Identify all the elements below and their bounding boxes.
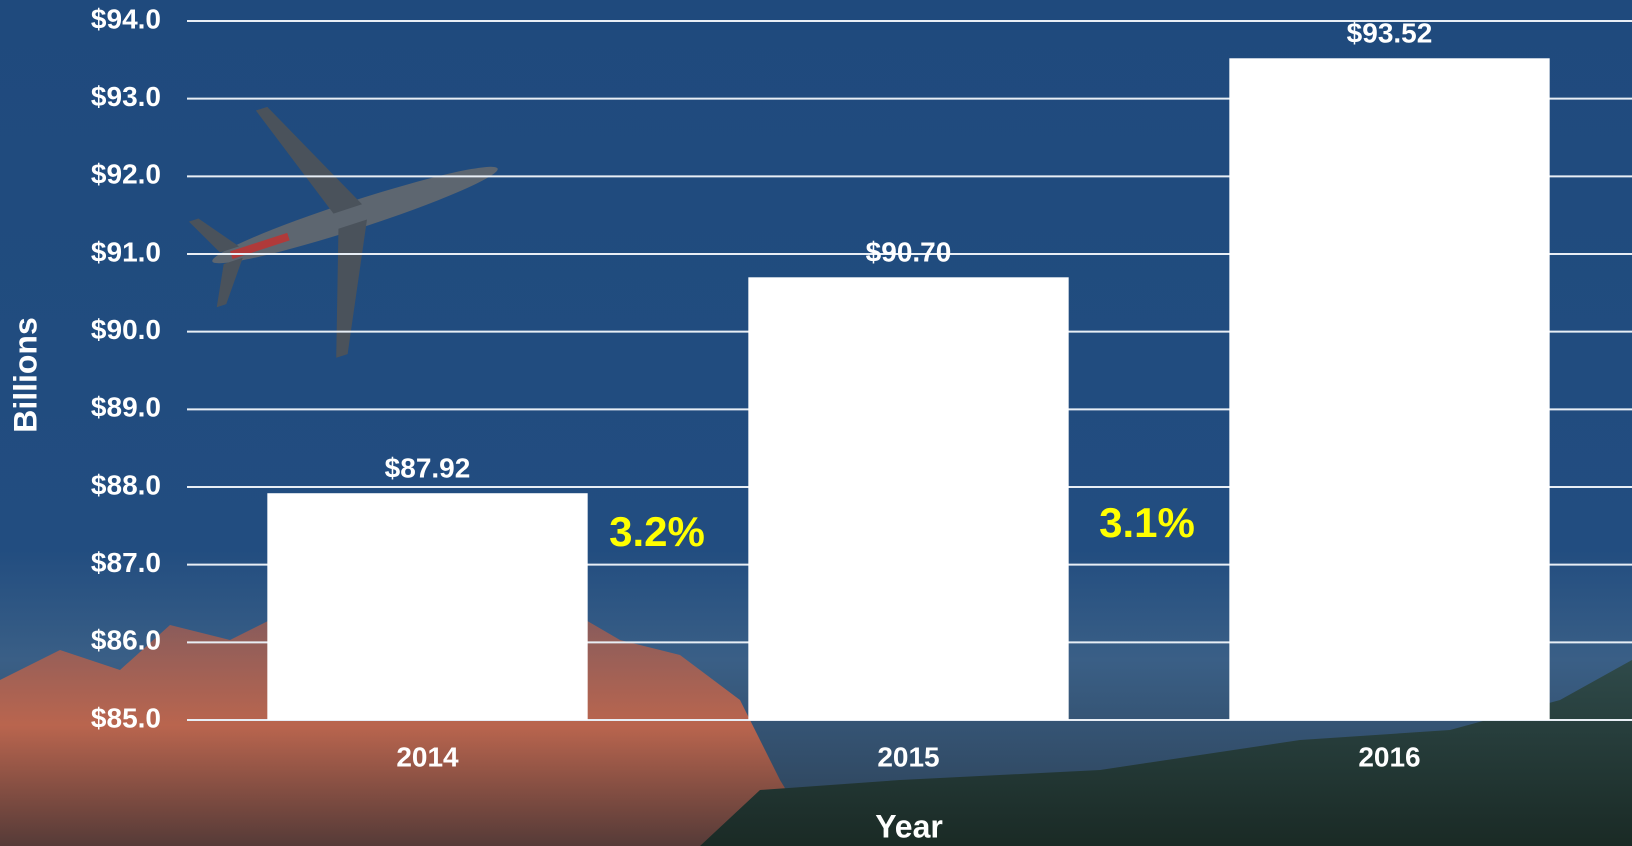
growth-annotation: 3.1%: [1099, 499, 1195, 546]
value-label: $87.92: [385, 453, 471, 484]
y-tick-label: $94.0: [91, 3, 161, 34]
value-label: $90.70: [866, 237, 952, 268]
x-tick-label: 2015: [877, 741, 939, 772]
x-tick-label: 2016: [1358, 741, 1420, 772]
x-tick-label: 2014: [396, 741, 459, 772]
growth-annotation: 3.2%: [609, 508, 705, 555]
bar: [1229, 58, 1549, 720]
bar: [267, 493, 587, 720]
page: Billions Year 3.2% 3.1% $85.0 $86.0 $87.0 $…: [0, 0, 1632, 846]
y-tick-label: $87.0: [91, 547, 161, 578]
value-label: $93.52: [1347, 18, 1433, 49]
x-axis-label: Year: [875, 808, 943, 844]
y-tick-label: $93.0: [91, 81, 161, 112]
chart: Billions Year 3.2% 3.1% $85.0 $86.0 $87.0 $…: [0, 0, 1632, 846]
y-tick-label: $89.0: [91, 392, 161, 423]
y-tick-label: $90.0: [91, 314, 161, 345]
y-tick-label: $91.0: [91, 236, 161, 267]
y-tick-label: $85.0: [91, 702, 161, 733]
y-tick-label: $92.0: [91, 159, 161, 190]
y-axis-label: Billions: [7, 317, 43, 433]
y-tick-label: $86.0: [91, 625, 161, 656]
y-tick-label: $88.0: [91, 469, 161, 500]
bar: [748, 277, 1068, 720]
